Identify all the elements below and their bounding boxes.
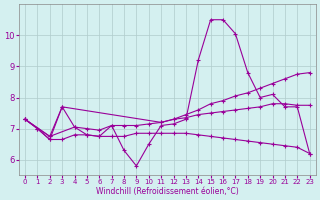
- X-axis label: Windchill (Refroidissement éolien,°C): Windchill (Refroidissement éolien,°C): [96, 187, 239, 196]
